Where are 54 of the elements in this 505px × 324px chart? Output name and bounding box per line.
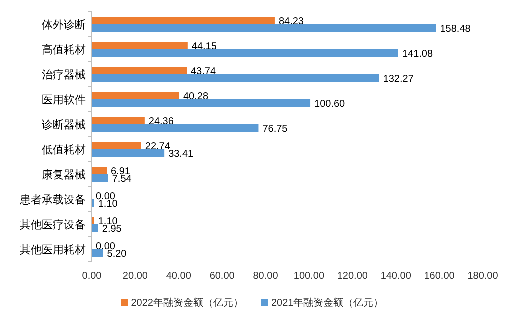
- data-label: 22.74: [145, 141, 171, 152]
- data-label: 40.28: [183, 91, 209, 102]
- data-label: 158.48: [440, 24, 472, 35]
- y-tick-label: 高值耗材: [42, 44, 86, 56]
- bar: [92, 224, 98, 232]
- bar: [92, 250, 104, 257]
- x-tick-label: 120.00: [337, 271, 368, 282]
- legend-label: 2022年融资金额（亿元）: [131, 297, 244, 309]
- x-tick-label: 160.00: [424, 271, 456, 282]
- y-tick-label: 治疗器械: [42, 68, 86, 82]
- bar: [92, 117, 145, 124]
- bar: [92, 142, 142, 150]
- x-tick-label: 180.00: [468, 271, 499, 282]
- data-label: 7.54: [112, 174, 132, 185]
- y-tick-label: 其他医用耗材: [20, 244, 86, 256]
- data-label: 141.08: [402, 48, 434, 60]
- bar: [92, 124, 259, 132]
- bar: [92, 150, 165, 157]
- bar: [92, 17, 275, 24]
- bar: [92, 42, 188, 50]
- data-label: 33.41: [168, 148, 194, 160]
- data-label: 2.95: [102, 224, 122, 235]
- bar: [92, 24, 436, 32]
- x-tick-label: 60.00: [210, 271, 236, 282]
- data-label: 76.75: [262, 124, 288, 135]
- x-tick-label: 140.00: [380, 271, 412, 282]
- y-tick-label: 患者承载设备: [19, 194, 86, 206]
- bar: [92, 74, 380, 82]
- bar: [92, 50, 398, 57]
- bar: [92, 174, 108, 182]
- y-tick-label: 体外诊断: [42, 18, 86, 32]
- x-tick-label: 0.00: [82, 271, 102, 282]
- x-tick-label: 40.00: [166, 271, 192, 282]
- y-tick-label: 诊断器械: [42, 118, 86, 132]
- data-label: 44.15: [192, 41, 218, 52]
- bar: [92, 92, 180, 100]
- data-label: 100.60: [314, 98, 346, 110]
- data-label: 24.36: [148, 116, 174, 128]
- x-tick-label: 20.00: [122, 271, 148, 282]
- data-label: 84.23: [278, 16, 304, 28]
- x-tick-label: 80.00: [253, 271, 279, 282]
- legend-label: 2021年融资金额（亿元）: [272, 297, 384, 309]
- bar: [92, 167, 108, 174]
- data-label: 5.20: [107, 248, 128, 260]
- y-tick-label: 医用软件: [42, 94, 86, 106]
- y-tick-label: 低值耗材: [42, 144, 86, 156]
- data-label: 132.27: [383, 74, 414, 85]
- data-label: 1.10: [98, 198, 118, 210]
- y-tick-label: 康复器械: [42, 168, 86, 182]
- bar: [92, 100, 311, 107]
- y-tick-label: 其他医疗设备: [20, 218, 86, 232]
- bar: [92, 67, 188, 74]
- data-label: 43.74: [191, 66, 216, 78]
- x-tick-label: 100.00: [294, 271, 325, 282]
